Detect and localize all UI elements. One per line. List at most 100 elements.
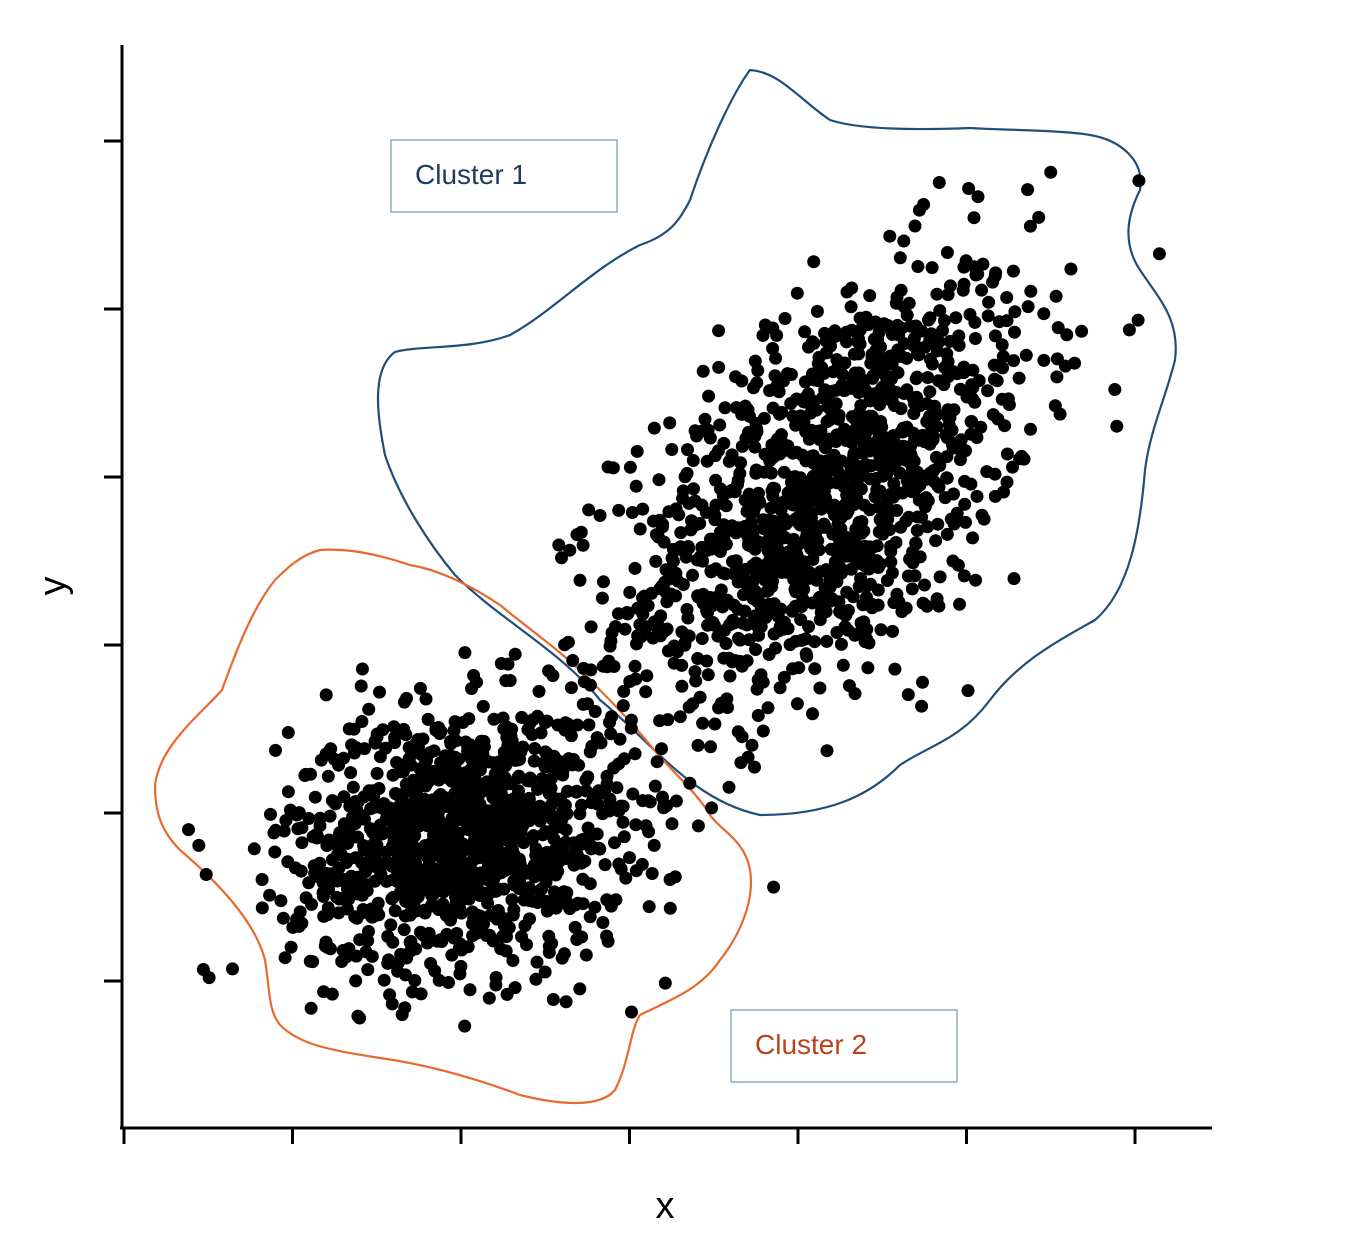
data-point — [439, 817, 453, 831]
cluster-1-label: Cluster 1 — [415, 159, 527, 190]
data-point — [786, 662, 800, 676]
data-point — [905, 485, 919, 499]
data-point — [941, 430, 955, 444]
data-point — [419, 692, 433, 706]
data-point — [364, 785, 378, 799]
data-point — [350, 870, 364, 884]
data-point — [675, 625, 689, 639]
data-point — [723, 669, 737, 683]
data-point — [678, 470, 692, 484]
data-point — [538, 965, 552, 979]
data-point — [1008, 325, 1021, 339]
data-point — [577, 837, 591, 851]
data-point — [617, 684, 631, 698]
data-point — [461, 858, 475, 872]
data-point — [540, 714, 554, 728]
data-point — [582, 718, 596, 732]
data-point — [630, 444, 644, 458]
data-point — [768, 369, 782, 383]
data-point — [812, 543, 826, 557]
data-point — [482, 991, 496, 1005]
data-point — [929, 534, 943, 548]
data-point — [824, 403, 838, 417]
data-point — [458, 646, 472, 660]
data-point — [777, 670, 791, 684]
data-point — [663, 901, 677, 915]
data-point — [728, 485, 742, 499]
data-point — [750, 682, 764, 696]
data-point — [377, 857, 391, 870]
data-point — [681, 443, 694, 457]
data-point — [848, 687, 862, 701]
data-point — [722, 780, 736, 794]
data-point — [748, 542, 762, 556]
data-points — [182, 165, 1166, 1033]
data-point — [564, 681, 578, 695]
data-point — [583, 910, 597, 924]
data-point — [865, 601, 879, 615]
data-point — [657, 798, 671, 812]
data-point — [526, 894, 540, 908]
data-point — [559, 835, 573, 849]
data-point — [941, 288, 955, 302]
data-point — [782, 485, 796, 499]
data-point — [788, 599, 802, 613]
data-point — [735, 730, 749, 744]
data-point — [696, 587, 710, 601]
data-point — [640, 669, 654, 683]
data-point — [706, 616, 720, 629]
data-point — [701, 668, 715, 682]
data-point — [405, 985, 419, 999]
data-point — [348, 910, 362, 924]
data-point — [453, 781, 466, 795]
data-point — [453, 802, 467, 816]
data-point — [1051, 321, 1065, 335]
data-point — [568, 920, 582, 934]
data-point — [874, 340, 887, 354]
data-point — [570, 718, 584, 732]
data-point — [661, 644, 675, 658]
data-point — [593, 842, 607, 856]
data-point — [625, 1005, 638, 1019]
data-point — [409, 737, 423, 751]
data-point — [691, 738, 705, 752]
data-point — [814, 424, 828, 438]
data-point — [381, 929, 395, 943]
data-point — [695, 632, 709, 645]
data-point — [654, 629, 667, 643]
data-point — [559, 852, 573, 866]
data-point — [295, 836, 309, 850]
data-point — [444, 734, 457, 748]
data-point — [408, 808, 421, 822]
data-point — [988, 489, 1002, 503]
data-point — [466, 929, 480, 943]
data-point — [853, 418, 866, 432]
data-point — [952, 338, 966, 352]
data-point — [814, 502, 828, 516]
data-point — [525, 833, 539, 847]
data-point — [917, 198, 931, 211]
data-point — [354, 679, 368, 693]
data-point — [1007, 354, 1021, 368]
cluster-1-label-box: Cluster 1 — [390, 139, 618, 213]
data-point — [789, 512, 803, 526]
data-point — [797, 535, 811, 549]
data-point — [878, 388, 892, 402]
data-point — [801, 484, 815, 498]
data-point — [559, 995, 573, 1009]
data-point — [881, 503, 895, 517]
data-point — [344, 766, 358, 780]
data-point — [384, 918, 398, 932]
data-point — [268, 845, 282, 859]
data-point — [825, 592, 839, 606]
data-point — [603, 639, 617, 653]
data-point — [770, 328, 784, 342]
data-point — [321, 869, 335, 883]
data-point — [505, 734, 519, 748]
data-point — [845, 323, 859, 337]
data-point — [688, 665, 702, 679]
data-point — [907, 397, 921, 411]
data-point — [798, 375, 812, 389]
data-point — [767, 880, 781, 894]
data-point — [857, 524, 871, 538]
